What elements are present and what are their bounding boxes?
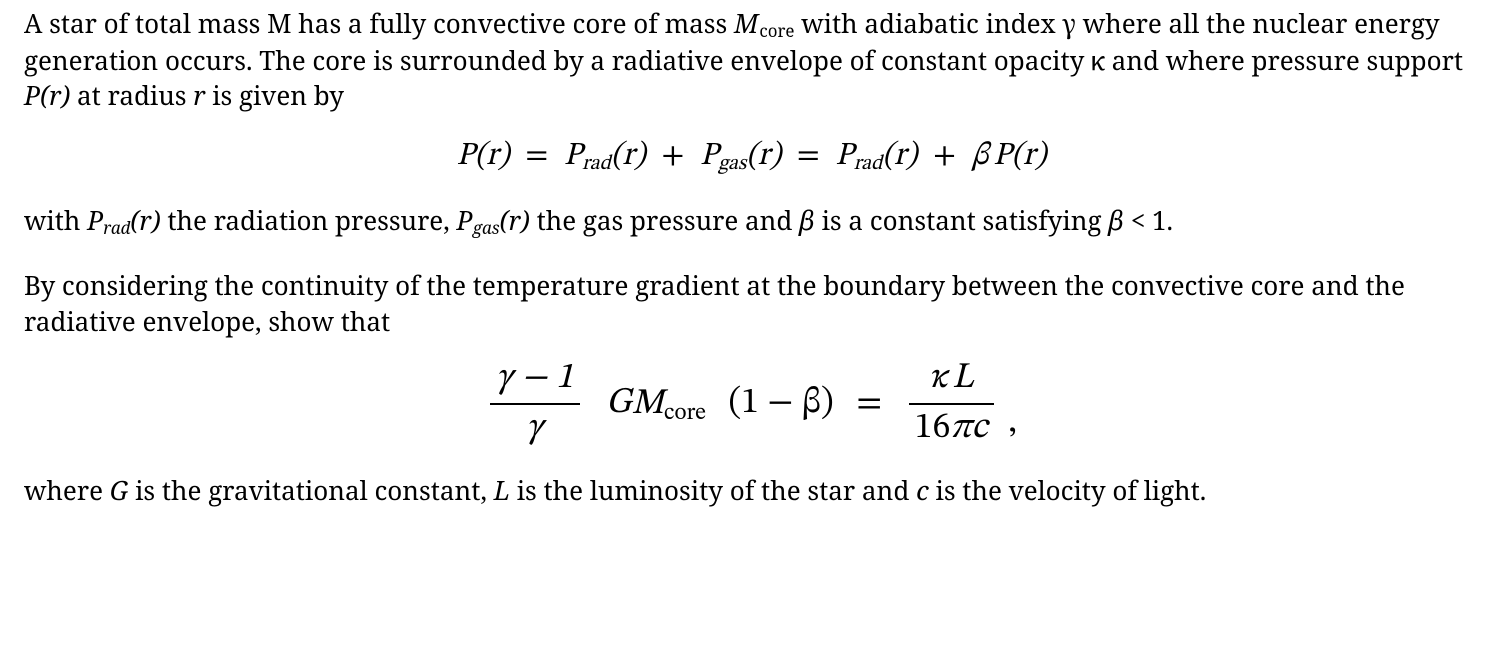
symbol-beta-1: β (799, 202, 815, 238)
eq1-Prad-P: P (564, 140, 582, 172)
eq1-beta: β (972, 140, 989, 172)
eq1-Prad2: Prad (835, 140, 882, 172)
eq1-lhs: P(r) (457, 140, 510, 172)
p2-text-c: the gas pressure and (537, 202, 800, 238)
problem-page: A star of total mass M has a fully conve… (0, 0, 1503, 663)
paragraph-4: where G is the gravitational constant, L… (24, 473, 1479, 509)
p2-text-b: the radiation pressure, (167, 202, 456, 238)
p4-text-c: is the luminosity of the star and (517, 472, 916, 508)
p2-text-a: with (24, 202, 87, 238)
eq2-trailing-comma: , (1006, 405, 1017, 441)
eq2-rhs-den-16: 16 (915, 410, 951, 446)
eq2-lhs-frac: γ − 1 γ (490, 359, 579, 448)
eq1-plus1: + (653, 140, 692, 172)
eq1-Prad2-P: P (835, 140, 853, 172)
eq1-Prad: Prad (564, 140, 611, 172)
eq2-equals: = (842, 386, 896, 422)
symbol-L: L (494, 472, 510, 508)
eq2-rhs-frac: κL 16πc (909, 359, 994, 448)
p1-text-c: at radius (77, 77, 193, 113)
symbol-Prad: Prad (87, 202, 130, 238)
symbol-G: G (110, 472, 129, 508)
paragraph-2: with Prad(r) the radiation pressure, Pga… (24, 203, 1479, 240)
eq2-rhs-num: κL (909, 359, 994, 405)
Mcore-sub: core (758, 19, 794, 42)
eq1-Pgas-sub: gas (718, 153, 746, 174)
paragraph-1: A star of total mass M has a fully conve… (24, 6, 1479, 114)
symbol-beta-2: β (1108, 202, 1124, 238)
eq1-Pgas: Pgas (700, 140, 746, 172)
eq2-Mcore: Mcore (632, 386, 706, 422)
p4-text-b: is the gravitational constant, (135, 472, 494, 508)
p2-Pgas-sub: gas (473, 216, 500, 239)
eq1-eq1: = (517, 140, 556, 172)
symbol-Mcore: Mcore (734, 5, 794, 41)
eq1-Pgas-P: P (700, 140, 718, 172)
symbol-Pgas: Pgas (456, 202, 499, 238)
eq2-lhs-num: γ − 1 (490, 359, 579, 405)
eq1-betaP: P(r) (993, 140, 1046, 172)
p2-Prad-arg: (r) (130, 202, 160, 238)
eq1-Prad-arg: (r) (611, 140, 646, 172)
equation-1: P(r) = Prad(r) + Pgas(r) = Prad(r) + βP(… (24, 134, 1479, 179)
Mcore-M: M (734, 5, 758, 41)
p2-Pgas-arg: (r) (500, 202, 530, 238)
eq2-L: L (952, 360, 973, 396)
eq2-lhs-den: γ (490, 405, 579, 449)
eq1-eq2: = (789, 140, 828, 172)
symbol-r: r (193, 77, 205, 113)
eq1-Prad-sub: rad (582, 153, 611, 174)
eq2-rhs-den: 16πc (909, 405, 994, 449)
eq2-rhs-den-pi: π (950, 410, 971, 446)
p4-text-d: is the velocity of light. (936, 472, 1207, 508)
p2-Pgas-P: P (456, 202, 472, 238)
p2-Prad-sub: rad (103, 216, 130, 239)
eq2-Mcore-sub: core (664, 400, 706, 424)
symbol-P-of-r: P(r) (24, 77, 70, 113)
eq2-den-txt: γ (526, 410, 543, 446)
eq1-plus2: + (925, 140, 964, 172)
p1-text-a: A star of total mass M has a fully conve… (24, 5, 734, 41)
p2-Prad-P: P (87, 202, 103, 238)
eq2-oneminusbeta: (1 − β) (728, 386, 833, 422)
p2-text-d: is a constant satisfying (822, 202, 1109, 238)
eq2-kappa: κ (929, 360, 947, 396)
p1-text-d: is given by (212, 77, 344, 113)
symbol-c: c (916, 472, 929, 508)
eq2-G: G (606, 386, 632, 422)
eq1-Prad2-sub: rad (854, 153, 883, 174)
p2-text-e: < 1. (1124, 202, 1173, 238)
equation-2: γ − 1 γ GMcore (1 − β) = κL 16πc , (24, 359, 1479, 449)
eq1-Prad2-arg: (r) (882, 140, 917, 172)
eq2-Mcore-M: M (632, 386, 664, 422)
eq2-rhs-den-c: c (972, 410, 988, 446)
p4-text-a: where (24, 472, 110, 508)
eq1-Pgas-arg: (r) (746, 140, 781, 172)
paragraph-3: By considering the continuity of the tem… (24, 268, 1479, 340)
eq2-num-txt: γ − 1 (496, 360, 573, 396)
